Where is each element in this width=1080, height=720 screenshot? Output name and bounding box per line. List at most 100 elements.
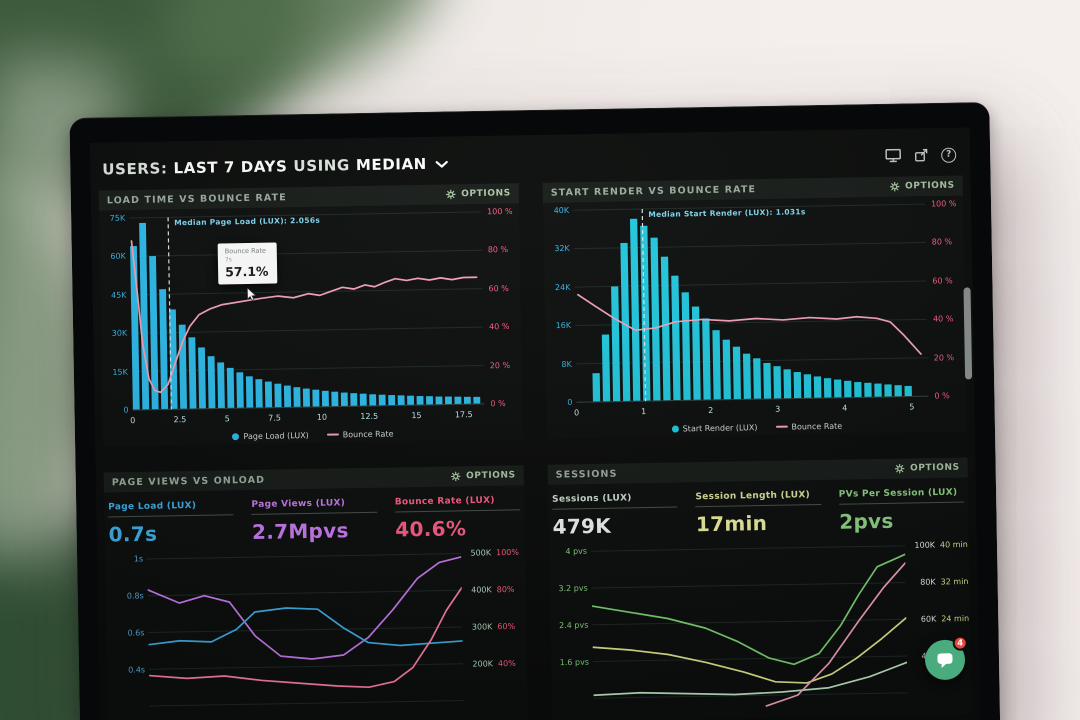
- legend-item: Page Load (LUX): [232, 430, 309, 441]
- histogram-bar: [681, 292, 691, 401]
- laptop-screen: USERS: LAST 7 DAYS USING MEDIAN: [89, 127, 981, 720]
- options-button[interactable]: OPTIONS: [890, 181, 955, 192]
- histogram-bar: [611, 286, 621, 402]
- histogram-bar: [864, 382, 872, 398]
- metric: PVs Per Session (LUX) 2pvs: [839, 488, 965, 534]
- histogram-bar: [226, 367, 235, 409]
- histogram-bar: [350, 393, 358, 407]
- grid-line: [592, 583, 906, 588]
- y-axis-left: 40K 32K 24K 16K 8K 0: [543, 205, 576, 407]
- title-segment: USERS:: [102, 159, 168, 179]
- metric-divider: [838, 501, 965, 505]
- histogram-bar: [702, 318, 711, 401]
- dashboard-header: USERS: LAST 7 DAYS USING MEDIAN: [98, 140, 962, 191]
- panel-sessions: SESSIONS: [547, 457, 972, 720]
- grid-line: [131, 327, 483, 333]
- metric-value: 17min: [695, 510, 768, 537]
- legend-label: Page Load (LUX): [243, 430, 309, 441]
- header-toolbar: ?: [885, 147, 957, 163]
- grid-line: [594, 693, 908, 698]
- grid-line: [591, 546, 905, 551]
- histogram-bar: [312, 389, 320, 407]
- panel-page-views-vs-onload: PAGE VIEWS VS ONLOAD: [103, 465, 529, 720]
- series-line: [764, 563, 908, 706]
- options-button[interactable]: OPTIONS: [451, 470, 516, 481]
- help-icon[interactable]: ?: [941, 147, 957, 163]
- gear-icon: [446, 189, 456, 200]
- y-axis-label: 40 %: [489, 322, 510, 332]
- metric-value: 2pvs: [839, 508, 894, 534]
- y-axis-right: 500K 100% 400K 80% 300K 60% 200K 40%: [461, 547, 528, 720]
- histogram-bar: [904, 385, 912, 397]
- y-axis-label: 16K: [555, 321, 572, 331]
- options-button[interactable]: OPTIONS: [895, 463, 960, 474]
- y-axis-left: 1s 0.8s 0.6s 0.4s: [105, 554, 150, 720]
- metric-divider: [394, 509, 521, 513]
- legend-label: Bounce Rate: [791, 421, 843, 432]
- histogram-bar: [378, 394, 386, 406]
- y-axis-value: 500K: [470, 548, 492, 558]
- chat-widget-button[interactable]: 4: [924, 635, 968, 681]
- x-axis-label: 1: [641, 407, 647, 417]
- y-axis-value: 400K: [471, 585, 492, 595]
- tooltip-value: 57.1%: [224, 264, 269, 280]
- panel-load-time-vs-bounce-rate: LOAD TIME VS BOUNCE RATE: [98, 183, 524, 447]
- histogram-bar: [149, 255, 159, 410]
- x-axis-label: 12.5: [360, 411, 379, 422]
- histogram-bar: [188, 337, 197, 410]
- histogram-bar: [340, 392, 348, 407]
- y-axis-label: 8K: [561, 359, 572, 369]
- y-axis-label: 300K 60%: [466, 622, 515, 632]
- title-segment: LAST 7 DAYS: [173, 157, 288, 178]
- histogram-bar: [691, 306, 701, 401]
- share-icon[interactable]: [914, 148, 928, 162]
- x-axis-label: 3: [775, 404, 781, 414]
- options-label: OPTIONS: [909, 462, 960, 474]
- y-axis-label: 32K: [554, 244, 570, 254]
- histogram-bar: [763, 362, 772, 400]
- y-axis-label: 500K 100%: [465, 548, 519, 558]
- tooltip-sub: 7s: [224, 256, 232, 264]
- y-axis-value: 32 min: [940, 576, 969, 587]
- plot-area: Bounce Rate 7s 57.1% Median Page Load (L…: [129, 210, 484, 412]
- y-axis-value: 80K: [920, 577, 936, 587]
- y-axis-label: 40K: [553, 205, 570, 216]
- histogram-bar: [293, 387, 301, 408]
- histogram-bar: [331, 391, 339, 407]
- grid-line: [593, 656, 907, 661]
- y-axis-label: 15K: [112, 367, 128, 377]
- laptop: USERS: LAST 7 DAYS USING MEDIAN: [69, 102, 1001, 720]
- panel-start-render-vs-bounce-rate: START RENDER VS BOUNCE RATE: [542, 175, 968, 439]
- metrics-row: Sessions (LUX) 479K Session Length (LUX) 17…: [548, 487, 969, 539]
- panel-header: LOAD TIME VS BOUNCE RATE: [98, 183, 519, 211]
- metric: Session Length (LUX) 17min: [695, 490, 821, 536]
- metric: Bounce Rate (LUX) 40.6%: [395, 495, 521, 541]
- grid-line: [148, 627, 462, 632]
- y-axis-label: 60K 24 min: [910, 614, 969, 624]
- y-axis-label: 0 %: [934, 391, 950, 401]
- metric-label: Session Length (LUX): [695, 490, 811, 503]
- tooltip-label: Bounce Rate: [224, 247, 267, 256]
- chart-area: 4 pvs 3.2 pvs 2.4 pvs 1.6 pvs 100K 40 min 80K…: [549, 539, 972, 720]
- panel-header: PAGE VIEWS VS ONLOAD: [103, 465, 524, 493]
- histogram-bar: [274, 383, 282, 408]
- metric-selector[interactable]: USING MEDIAN: [293, 154, 448, 175]
- series-line: [592, 618, 907, 687]
- histogram-bar: [650, 237, 661, 401]
- histogram-bar: [844, 380, 852, 398]
- y-axis-value: 24 min: [941, 613, 970, 624]
- legend-marker: [232, 432, 240, 440]
- grid-line: [147, 554, 461, 559]
- gear-icon: [890, 181, 900, 192]
- display-icon[interactable]: [885, 148, 901, 163]
- y-axis-value: 300K: [471, 622, 493, 632]
- options-button[interactable]: OPTIONS: [446, 188, 511, 199]
- plot-area: Median Start Render (LUX): 1.031s: [573, 202, 928, 404]
- series-line: [591, 554, 907, 668]
- panel-header: SESSIONS: [547, 457, 968, 485]
- x-axis-label: 2: [708, 405, 714, 415]
- metric-value: 2.7Mpvs: [251, 518, 349, 544]
- x-baseline: [133, 404, 485, 410]
